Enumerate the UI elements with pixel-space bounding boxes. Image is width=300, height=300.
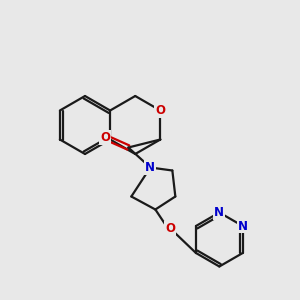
Text: O: O bbox=[165, 222, 175, 235]
Text: O: O bbox=[100, 131, 110, 144]
Text: N: N bbox=[145, 161, 155, 174]
Text: N: N bbox=[214, 206, 224, 219]
Text: O: O bbox=[155, 104, 165, 117]
Text: N: N bbox=[238, 220, 248, 232]
